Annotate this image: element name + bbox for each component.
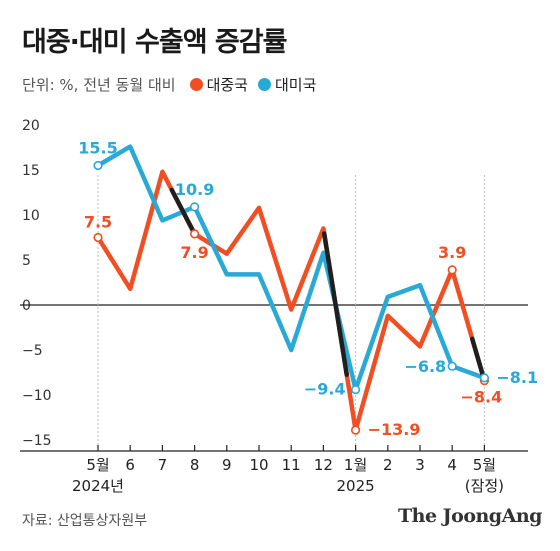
y-tick-label: 5 xyxy=(22,253,31,269)
y-tick-label: 15 xyxy=(22,163,40,179)
x-tick-label: 1월 xyxy=(344,456,367,474)
overlap-segment xyxy=(169,187,197,236)
legend-label-usa: 대미국 xyxy=(274,76,317,94)
usa-data-label: 15.5 xyxy=(78,139,117,158)
chart-series xyxy=(95,144,487,433)
china-data-label: 7.5 xyxy=(84,213,112,232)
china-point xyxy=(93,232,103,243)
usa-data-label: −8.1 xyxy=(496,368,538,387)
x-tick-label: 3 xyxy=(415,456,425,474)
y-tick-label: −15 xyxy=(22,433,52,449)
chart-title: 대중·대미 수출액 증감률 xyxy=(22,27,287,58)
china-data-label: 3.9 xyxy=(438,243,466,262)
legend-item-china: 대중국 xyxy=(189,74,248,95)
usa-line xyxy=(95,144,487,392)
usa-data-label: 10.9 xyxy=(175,180,214,199)
usa-point xyxy=(190,202,200,212)
y-tick-label: −10 xyxy=(22,388,52,404)
x-tick-label: 2 xyxy=(383,456,393,474)
china-data-label: 7.9 xyxy=(180,243,208,262)
x-tick-sublabel: (잠정) xyxy=(465,477,504,495)
usa-point xyxy=(351,385,361,395)
usa-point xyxy=(93,160,103,171)
x-tick-label: 5월 xyxy=(473,456,496,474)
x-tick-label: 7 xyxy=(158,456,168,474)
x-tick-label: 11 xyxy=(282,456,301,474)
x-tick-label: 9 xyxy=(222,456,232,474)
legend-dot-china xyxy=(189,78,203,91)
overlap-segment xyxy=(470,336,487,383)
unit-label: 단위: %, 전년 동월 대비 xyxy=(22,76,176,94)
legend: 단위: %, 전년 동월 대비 대중국 대미국 xyxy=(22,74,326,95)
legend-item-usa: 대미국 xyxy=(257,74,317,95)
usa-data-label: −9.4 xyxy=(304,380,346,399)
y-tick-label: 10 xyxy=(22,208,40,224)
usa-point xyxy=(447,361,457,371)
y-tick-label: −5 xyxy=(22,343,43,359)
x-tick-label: 6 xyxy=(125,456,135,474)
brand-logo: The JoongAng xyxy=(398,505,542,527)
x-tick-sublabel: 2024년 xyxy=(72,477,124,495)
china-line xyxy=(95,169,487,433)
legend-label-china: 대중국 xyxy=(206,76,248,94)
x-tick-sublabel: 2025 xyxy=(337,477,375,495)
usa-point xyxy=(479,373,490,383)
legend-dot-usa xyxy=(257,78,271,91)
chart-points xyxy=(93,160,490,435)
x-tick-label: 12 xyxy=(314,456,333,474)
china-point xyxy=(190,229,200,239)
x-tick-label: 5월 xyxy=(86,456,109,474)
x-tick-label: 4 xyxy=(447,456,457,474)
china-point xyxy=(447,265,457,275)
y-tick-label: 20 xyxy=(22,118,40,134)
y-tick-label: 0 xyxy=(22,298,31,314)
source-note: 자료: 산업통상자원부 xyxy=(22,513,148,529)
china-point xyxy=(351,425,361,435)
china-data-label: −8.4 xyxy=(461,388,503,407)
chart-data-labels: 7.5 7.9 −13.9 3.9 −8.4 15.5 10.9 −9.4 −6.8 −8.1 xyxy=(78,139,538,440)
china-data-label: −13.9 xyxy=(368,420,421,439)
x-tick-label: 8 xyxy=(190,456,200,474)
usa-data-label: −6.8 xyxy=(404,357,446,376)
x-tick-label: 10 xyxy=(249,456,268,474)
overlap-segment xyxy=(321,231,349,377)
